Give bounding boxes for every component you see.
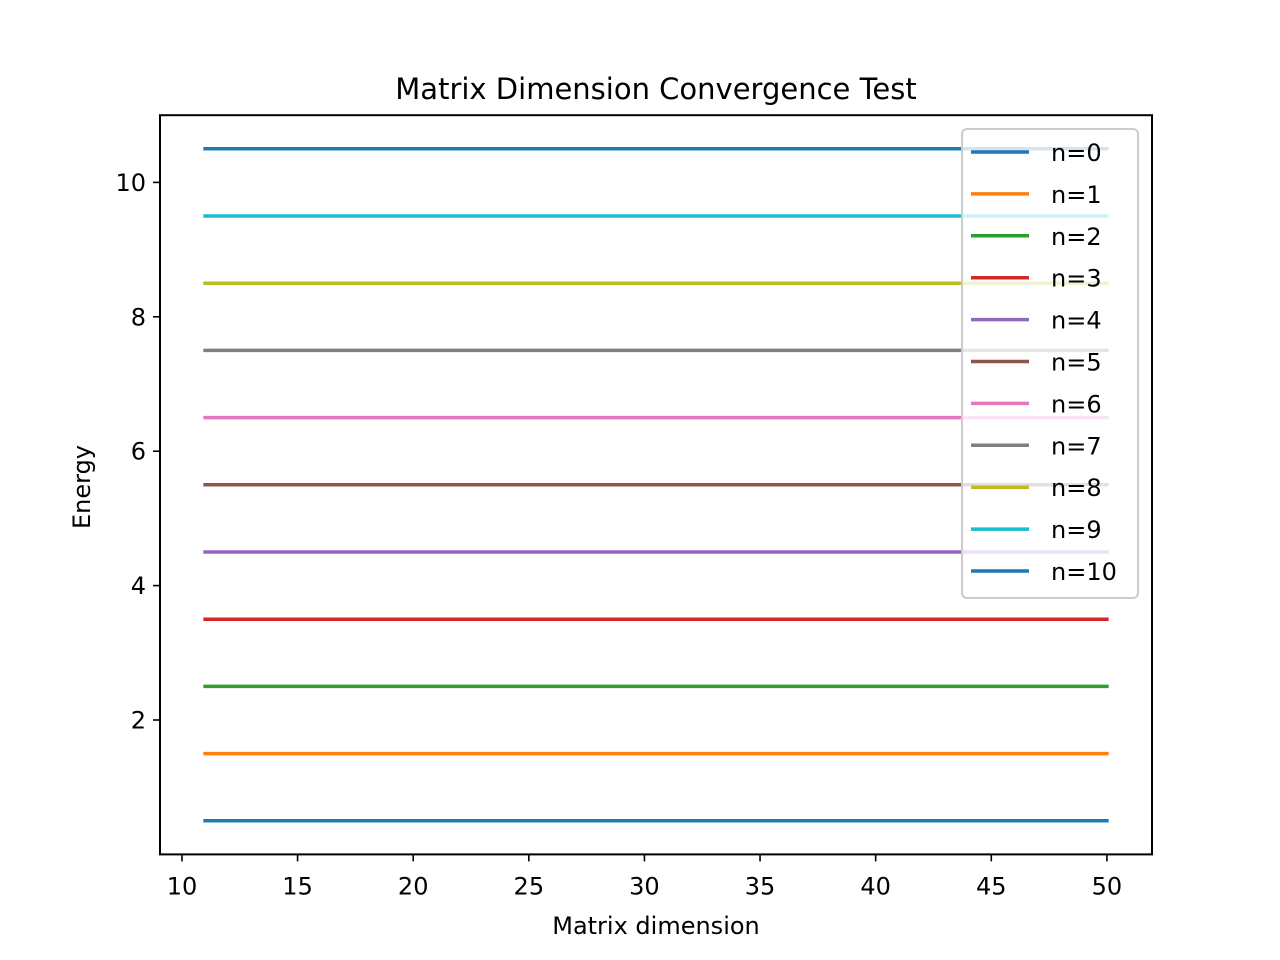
legend-label: n=1 <box>1051 181 1102 209</box>
y-axis: 2 4 6 8 10 <box>115 169 160 735</box>
plot-area <box>159 114 1153 856</box>
legend-label: n=4 <box>1051 307 1102 335</box>
legend-label: n=0 <box>1051 139 1102 167</box>
legend-label: n=2 <box>1051 223 1102 251</box>
x-axis: 10 15 20 25 30 35 40 45 50 <box>167 854 1122 900</box>
legend-label: n=6 <box>1051 390 1102 418</box>
legend-label: n=8 <box>1051 474 1102 502</box>
legend: n=0 n=1 n=2 n=3 n=4 n=5 n=6 n=7 n=8 n=9 n=10 <box>961 128 1139 599</box>
y-tick-label: 8 <box>131 303 146 331</box>
x-tick-label: 10 <box>167 872 198 900</box>
x-tick-label: 30 <box>629 872 660 900</box>
y-axis-label: Energy <box>68 445 96 529</box>
y-tick-label: 4 <box>131 572 146 600</box>
axes-frame <box>159 114 1153 856</box>
x-tick-label: 25 <box>514 872 545 900</box>
x-axis-label: Matrix dimension <box>552 912 760 940</box>
legend-box <box>961 128 1139 599</box>
y-tick-label: 10 <box>115 169 146 197</box>
x-tick-label: 20 <box>398 872 429 900</box>
x-tick-label: 40 <box>860 872 891 900</box>
legend-label: n=10 <box>1051 558 1117 586</box>
x-tick-label: 15 <box>282 872 313 900</box>
chart-title: Matrix Dimension Convergence Test <box>395 72 916 106</box>
legend-label: n=7 <box>1051 432 1102 460</box>
y-tick-label: 2 <box>131 707 146 735</box>
x-tick-label: 50 <box>1092 872 1123 900</box>
series-layer <box>203 147 1109 823</box>
legend-label: n=5 <box>1051 349 1102 377</box>
legend-label: n=3 <box>1051 265 1102 293</box>
x-tick-label: 45 <box>976 872 1007 900</box>
legend-label: n=9 <box>1051 516 1102 544</box>
legend-items: n=0 n=1 n=2 n=3 n=4 n=5 n=6 n=7 n=8 n=9 n=10 <box>971 139 1117 586</box>
y-tick-label: 6 <box>131 438 146 466</box>
x-tick-label: 35 <box>745 872 776 900</box>
